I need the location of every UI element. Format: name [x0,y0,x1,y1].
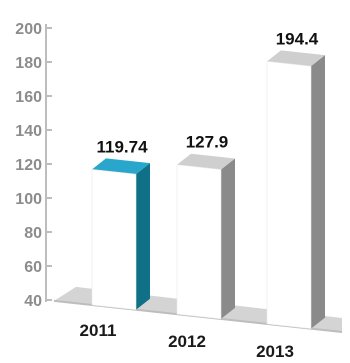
y-tick-label: 180 [15,55,42,72]
y-tick-label: 140 [15,123,42,140]
bar-top [177,153,235,170]
bar-top [267,50,325,67]
x-category-label: 2012 [168,332,206,351]
bar-2013 [266,50,325,329]
data-label: 119.74 [96,137,148,156]
y-tick-label: 200 [15,21,42,38]
labels: 119.74 2011 127.9 2012 194.4 2013 [80,29,319,361]
bar-side [311,55,325,329]
y-tick-label: 120 [15,157,42,174]
x-category-label: 2013 [256,342,294,361]
bar-side [221,158,235,319]
y-axis: 40 60 80 100 120 140 160 180 200 [15,21,52,310]
bar-top [92,158,150,175]
bar-2011 [91,158,150,311]
bar-2012 [176,153,235,320]
y-tick-label: 80 [24,225,42,242]
bar-front [91,169,137,311]
bar-side [136,163,150,310]
x-category-label: 2011 [80,321,117,340]
y-tick-label: 160 [15,89,42,106]
bar-front [266,61,312,329]
bar-front [176,164,222,320]
y-tick-label: 40 [24,293,42,310]
bars [91,50,325,329]
y-tick-label: 100 [15,191,42,208]
data-label: 194.4 [276,29,319,48]
data-label: 127.9 [186,133,229,152]
y-tick-label: 60 [24,259,42,276]
